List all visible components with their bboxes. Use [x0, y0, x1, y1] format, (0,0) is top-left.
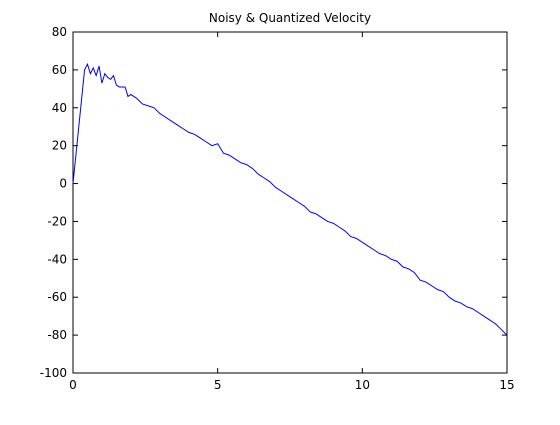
chart-title: Noisy & Quantized Velocity — [209, 11, 371, 25]
x-tick-label: 5 — [214, 378, 222, 392]
x-tick-label: 15 — [499, 378, 514, 392]
y-tick-label: -100 — [40, 366, 67, 380]
y-tick-label: -40 — [47, 252, 67, 266]
velocity-series-line — [72, 62, 508, 336]
x-tick-label: 10 — [355, 378, 370, 392]
x-tick-label: 0 — [69, 378, 77, 392]
y-tick-label: 80 — [52, 25, 67, 39]
y-tick-label: 0 — [59, 177, 67, 191]
y-tick-label: -60 — [47, 290, 67, 304]
y-tick-label: 20 — [52, 139, 67, 153]
y-tick-label: 60 — [52, 63, 67, 77]
plot-area: 0 5 10 15 80 60 40 20 0 -20 -40 -60 -80 -100 — [40, 25, 515, 392]
y-tick-label: 40 — [52, 101, 67, 115]
axes-box — [72, 31, 508, 374]
y-tick-label: -20 — [47, 214, 67, 228]
y-tick-label: -80 — [47, 328, 67, 342]
